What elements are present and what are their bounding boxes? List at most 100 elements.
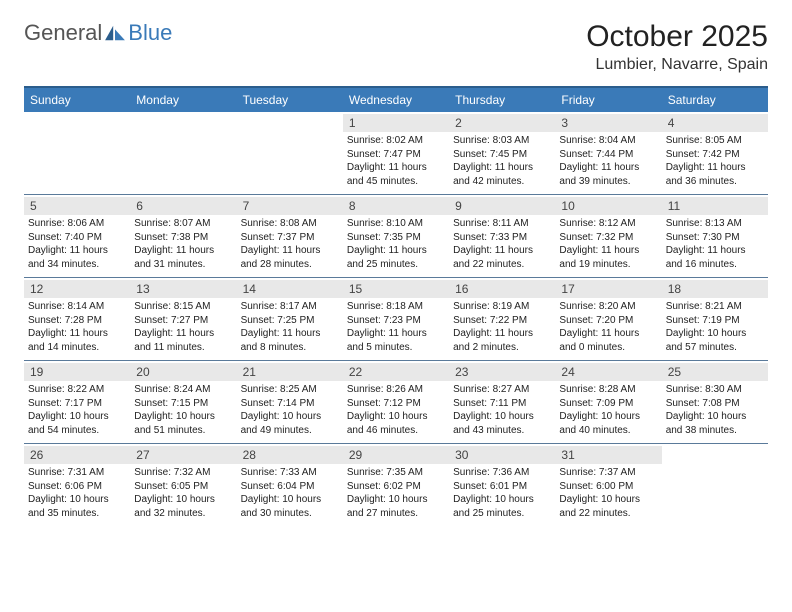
day-number: 14: [243, 282, 337, 296]
week-row: 5Sunrise: 8:06 AMSunset: 7:40 PMDaylight…: [24, 195, 768, 278]
day-number: 3: [561, 116, 655, 130]
daylight-line1: Daylight: 10 hours: [134, 493, 232, 507]
dow-tuesday: Tuesday: [237, 88, 343, 112]
day-info: Sunrise: 7:31 AMSunset: 6:06 PMDaylight:…: [28, 466, 126, 520]
dow-saturday: Saturday: [662, 88, 768, 112]
day-cell: [662, 444, 768, 526]
sunrise-text: Sunrise: 8:27 AM: [453, 383, 551, 397]
daylight-line2: and 49 minutes.: [241, 424, 339, 438]
sunset-text: Sunset: 7:37 PM: [241, 231, 339, 245]
day-cell: 15Sunrise: 8:18 AMSunset: 7:23 PMDayligh…: [343, 278, 449, 360]
day-cell: 26 Sunrise: 7:31 AMSunset: 6:06 PMDayligh…: [24, 444, 130, 526]
day-number-bar: 9: [449, 197, 555, 215]
location-text: Lumbier, Navarre, Spain: [586, 56, 768, 74]
day-number: 7: [243, 199, 337, 213]
sunrise-text: Sunrise: 8:08 AM: [241, 217, 339, 231]
sunrise-text: Sunrise: 8:07 AM: [134, 217, 232, 231]
sunset-text: Sunset: 6:01 PM: [453, 480, 551, 494]
daylight-line2: and 42 minutes.: [453, 175, 551, 189]
sunrise-text: Sunrise: 8:05 AM: [666, 134, 764, 148]
day-cell: 11Sunrise: 8:13 AMSunset: 7:30 PMDayligh…: [662, 195, 768, 277]
daylight-line1: Daylight: 11 hours: [666, 244, 764, 258]
day-cell: 1Sunrise: 8:02 AMSunset: 7:47 PMDaylight…: [343, 112, 449, 194]
day-cell: 27 Sunrise: 7:32 AMSunset: 6:05 PMDayligh…: [130, 444, 236, 526]
dow-friday: Friday: [555, 88, 661, 112]
day-info: Sunrise: 7:35 AMSunset: 6:02 PMDaylight:…: [347, 466, 445, 520]
sunset-text: Sunset: 7:40 PM: [28, 231, 126, 245]
day-number-bar: 30: [449, 446, 555, 464]
day-number-bar: 26: [24, 446, 130, 464]
day-info: Sunrise: 8:14 AMSunset: 7:28 PMDaylight:…: [28, 300, 126, 354]
day-info: Sunrise: 7:32 AMSunset: 6:05 PMDaylight:…: [134, 466, 232, 520]
day-cell: 22Sunrise: 8:26 AMSunset: 7:12 PMDayligh…: [343, 361, 449, 443]
daylight-line1: Daylight: 10 hours: [453, 410, 551, 424]
sunset-text: Sunset: 7:45 PM: [453, 148, 551, 162]
sunset-text: Sunset: 7:27 PM: [134, 314, 232, 328]
daylight-line1: Daylight: 11 hours: [28, 327, 126, 341]
day-number-bar: 27: [130, 446, 236, 464]
day-number: 9: [455, 199, 549, 213]
daylight-line1: Daylight: 11 hours: [134, 327, 232, 341]
day-cell: 23Sunrise: 8:27 AMSunset: 7:11 PMDayligh…: [449, 361, 555, 443]
sunrise-text: Sunrise: 8:24 AM: [134, 383, 232, 397]
daylight-line2: and 25 minutes.: [347, 258, 445, 272]
sunset-text: Sunset: 7:42 PM: [666, 148, 764, 162]
sunset-text: Sunset: 7:17 PM: [28, 397, 126, 411]
day-cell: 20Sunrise: 8:24 AMSunset: 7:15 PMDayligh…: [130, 361, 236, 443]
daylight-line2: and 45 minutes.: [347, 175, 445, 189]
day-info: Sunrise: 8:24 AMSunset: 7:15 PMDaylight:…: [134, 383, 232, 437]
day-info: Sunrise: 8:27 AMSunset: 7:11 PMDaylight:…: [453, 383, 551, 437]
sunrise-text: Sunrise: 7:32 AM: [134, 466, 232, 480]
day-cell: 17Sunrise: 8:20 AMSunset: 7:20 PMDayligh…: [555, 278, 661, 360]
day-cell: 9Sunrise: 8:11 AMSunset: 7:33 PMDaylight…: [449, 195, 555, 277]
day-number-bar: 19: [24, 363, 130, 381]
daylight-line1: Daylight: 10 hours: [241, 410, 339, 424]
day-number: 6: [136, 199, 230, 213]
daylight-line1: Daylight: 11 hours: [666, 161, 764, 175]
logo-text-blue: Blue: [128, 20, 172, 46]
day-number-bar: 3: [555, 114, 661, 132]
sunset-text: Sunset: 7:28 PM: [28, 314, 126, 328]
daylight-line2: and 25 minutes.: [453, 507, 551, 521]
day-number-bar: 4: [662, 114, 768, 132]
daylight-line2: and 19 minutes.: [559, 258, 657, 272]
day-info: Sunrise: 8:13 AMSunset: 7:30 PMDaylight:…: [666, 217, 764, 271]
daylight-line2: and 54 minutes.: [28, 424, 126, 438]
week-row: 26 Sunrise: 7:31 AMSunset: 6:06 PMDayligh…: [24, 444, 768, 526]
sunset-text: Sunset: 7:23 PM: [347, 314, 445, 328]
day-number: 24: [561, 365, 655, 379]
day-number-bar: 2: [449, 114, 555, 132]
sunrise-text: Sunrise: 8:30 AM: [666, 383, 764, 397]
day-cell: 8Sunrise: 8:10 AMSunset: 7:35 PMDaylight…: [343, 195, 449, 277]
daylight-line2: and 34 minutes.: [28, 258, 126, 272]
day-number-bar: 15: [343, 280, 449, 298]
sunrise-text: Sunrise: 7:36 AM: [453, 466, 551, 480]
day-info: Sunrise: 8:21 AMSunset: 7:19 PMDaylight:…: [666, 300, 764, 354]
day-cell: 6 Sunrise: 8:07 AMSunset: 7:38 PMDaylight…: [130, 195, 236, 277]
sunset-text: Sunset: 7:30 PM: [666, 231, 764, 245]
daylight-line1: Daylight: 11 hours: [241, 244, 339, 258]
day-info: Sunrise: 8:08 AMSunset: 7:37 PMDaylight:…: [241, 217, 339, 271]
daylight-line1: Daylight: 10 hours: [453, 493, 551, 507]
daylight-line2: and 38 minutes.: [666, 424, 764, 438]
day-number-bar: 6: [130, 197, 236, 215]
sunrise-text: Sunrise: 8:19 AM: [453, 300, 551, 314]
day-info: Sunrise: 8:07 AMSunset: 7:38 PMDaylight:…: [134, 217, 232, 271]
day-cell: 12Sunrise: 8:14 AMSunset: 7:28 PMDayligh…: [24, 278, 130, 360]
sunset-text: Sunset: 7:38 PM: [134, 231, 232, 245]
daylight-line2: and 46 minutes.: [347, 424, 445, 438]
sunset-text: Sunset: 7:19 PM: [666, 314, 764, 328]
day-cell: 18Sunrise: 8:21 AMSunset: 7:19 PMDayligh…: [662, 278, 768, 360]
day-number: 15: [349, 282, 443, 296]
day-number: 19: [30, 365, 124, 379]
dow-sunday: Sunday: [24, 88, 130, 112]
daylight-line2: and 31 minutes.: [134, 258, 232, 272]
sunset-text: Sunset: 7:20 PM: [559, 314, 657, 328]
day-info: Sunrise: 8:25 AMSunset: 7:14 PMDaylight:…: [241, 383, 339, 437]
daylight-line1: Daylight: 11 hours: [347, 327, 445, 341]
daylight-line1: Daylight: 11 hours: [559, 244, 657, 258]
day-number-bar: 24: [555, 363, 661, 381]
day-number-bar: 10: [555, 197, 661, 215]
daylight-line2: and 30 minutes.: [241, 507, 339, 521]
sunrise-text: Sunrise: 8:20 AM: [559, 300, 657, 314]
